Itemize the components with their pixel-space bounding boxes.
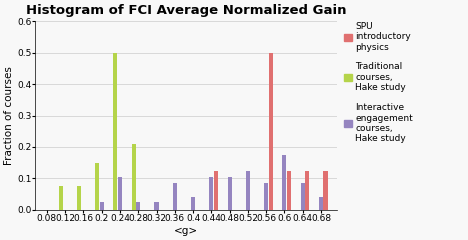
Title: Histogram of FCI Average Normalized Gain: Histogram of FCI Average Normalized Gain (26, 4, 346, 17)
Bar (58, 186, 63, 210)
Bar (173, 183, 177, 210)
Bar (214, 171, 218, 210)
X-axis label: <g>: <g> (174, 226, 198, 236)
Bar (319, 197, 323, 210)
Bar (282, 155, 286, 210)
Bar (77, 186, 81, 210)
Bar (191, 197, 195, 210)
Bar (118, 177, 122, 210)
Bar (300, 183, 305, 210)
Legend: SPU
introductory
physics, Traditional
courses,
Hake study, Interactive
engagemen: SPU introductory physics, Traditional co… (344, 22, 413, 143)
Bar (227, 177, 232, 210)
Bar (246, 171, 250, 210)
Bar (305, 171, 309, 210)
Bar (154, 202, 159, 210)
Bar (100, 202, 104, 210)
Bar (264, 183, 268, 210)
Bar (113, 53, 117, 210)
Bar (269, 53, 273, 210)
Y-axis label: Fraction of courses: Fraction of courses (4, 66, 14, 165)
Bar (323, 171, 328, 210)
Bar (95, 163, 99, 210)
Bar (287, 171, 291, 210)
Bar (132, 144, 136, 210)
Bar (136, 202, 140, 210)
Bar (209, 177, 213, 210)
